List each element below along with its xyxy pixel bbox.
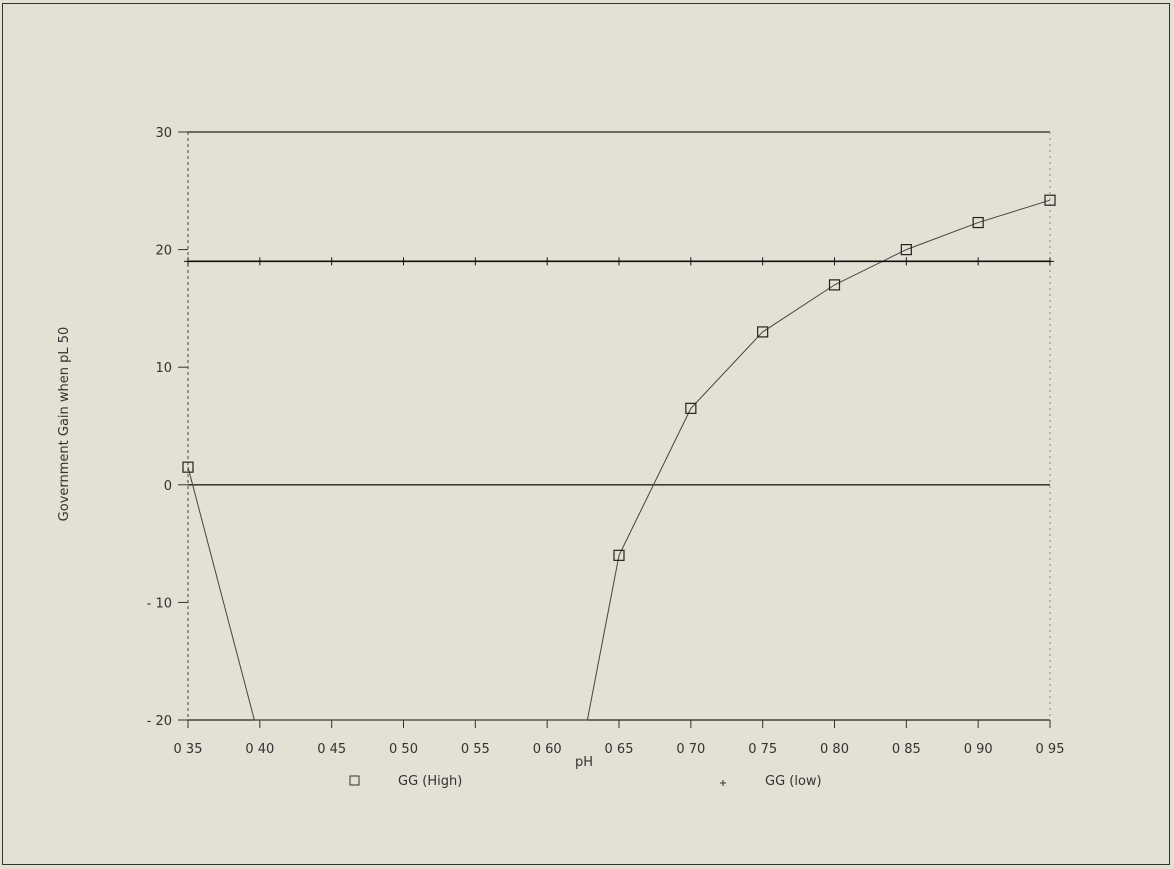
chart-frame xyxy=(2,3,1170,865)
legend-label-low: GG (low) xyxy=(765,774,822,789)
y-tick-label: - 10 xyxy=(147,596,172,611)
y-tick-label: 20 xyxy=(155,244,172,259)
data-point-high xyxy=(685,402,697,414)
data-point-high xyxy=(182,461,194,473)
x-tick-label: 0 70 xyxy=(676,742,705,757)
y-tick-label: 0 xyxy=(164,479,172,494)
data-point-high xyxy=(972,216,984,229)
x-tick-label: 0 55 xyxy=(461,742,490,757)
legend-marker-low xyxy=(720,780,726,786)
data-point-low xyxy=(471,257,480,266)
series xyxy=(182,194,1056,721)
axes xyxy=(178,131,1051,728)
tick-labels: 30 20 10 0 - 10 - 200 35 0 40 0 45 0 50 0 55 0 60 0… xyxy=(147,126,1065,757)
data-point-low xyxy=(830,257,839,266)
data-point-low xyxy=(184,257,192,266)
x-tick-label: 0 50 xyxy=(389,742,418,757)
x-tick-label: 0 35 xyxy=(174,742,203,757)
x-tick-label: 0 95 xyxy=(1036,742,1065,757)
x-tick-label: 0 90 xyxy=(964,742,993,757)
y-tick-label: 10 xyxy=(155,361,172,376)
data-point-low xyxy=(255,257,264,266)
x-tick-label: 0 65 xyxy=(605,742,634,757)
data-point-high xyxy=(613,549,625,561)
x-tick-label: 0 85 xyxy=(892,742,921,757)
x-tick-label: 0 75 xyxy=(748,742,777,757)
y-axis-label: Government Gain when pL 50 xyxy=(57,327,72,522)
data-point-low xyxy=(615,257,623,266)
x-axis-label: pH xyxy=(575,755,593,770)
x-tick-label: 0 45 xyxy=(317,742,346,757)
y-tick-label: - 20 xyxy=(147,714,172,729)
data-point-high xyxy=(757,326,769,338)
data-point-high xyxy=(900,244,912,256)
data-point-low xyxy=(902,257,911,266)
data-point-low xyxy=(686,257,695,266)
data-point-low xyxy=(974,257,983,266)
legend-label-high: GG (High) xyxy=(398,774,462,789)
legend: GG (High) GG (low) xyxy=(349,774,822,789)
data-point-high xyxy=(828,279,841,291)
data-point-low xyxy=(399,257,408,266)
x-tick-label: 0 60 xyxy=(533,742,562,757)
series-line-high xyxy=(187,199,1051,721)
gridlines xyxy=(188,131,1050,721)
x-tick-label: 0 40 xyxy=(245,742,274,757)
y-tick-label: 30 xyxy=(155,126,172,141)
data-point-low xyxy=(327,257,336,266)
data-point-high xyxy=(1044,194,1056,206)
data-point-low xyxy=(1046,257,1054,266)
data-point-low xyxy=(758,257,767,266)
x-tick-label: 0 80 xyxy=(820,742,849,757)
data-point-low xyxy=(543,257,552,266)
legend-marker-high xyxy=(349,775,360,786)
